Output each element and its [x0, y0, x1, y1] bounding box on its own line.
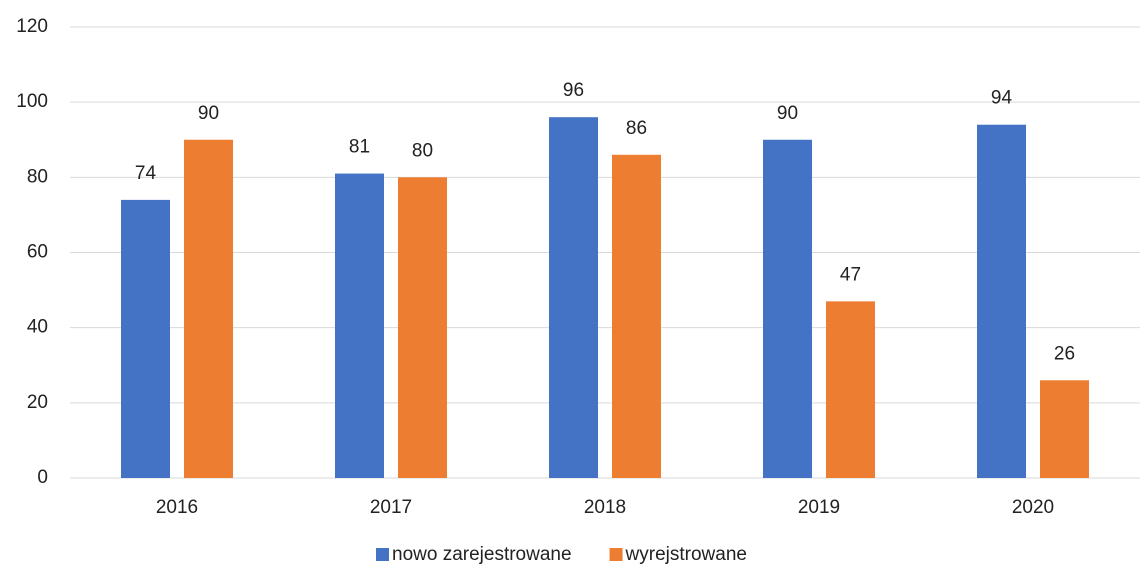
data-label: 94: [991, 88, 1013, 109]
bar: [121, 199, 170, 478]
y-tick-label: 80: [27, 166, 48, 187]
y-tick-label: 20: [27, 392, 48, 413]
legend-label: nowo zarejestrowane: [392, 544, 572, 565]
bar: [398, 177, 447, 479]
data-label: 74: [135, 163, 157, 184]
bar: [612, 154, 661, 479]
data-label: 81: [349, 137, 370, 158]
data-label: 90: [198, 103, 219, 124]
x-tick-label: 2018: [584, 497, 626, 518]
data-label: 26: [1054, 343, 1075, 364]
data-label: 47: [840, 264, 861, 285]
x-tick-label: 2017: [370, 497, 412, 518]
bar: [977, 124, 1026, 478]
data-label: 80: [412, 140, 433, 161]
legend-swatch: [376, 548, 389, 561]
bar: [1040, 380, 1089, 478]
bar: [826, 301, 875, 478]
legend-swatch: [609, 548, 623, 561]
bar: [763, 139, 812, 478]
data-label: 90: [777, 103, 798, 124]
y-tick-label: 60: [27, 242, 48, 263]
y-tick-label: 40: [27, 317, 48, 338]
y-tick-label: 100: [16, 91, 48, 112]
data-label: 96: [563, 80, 584, 101]
bar: [549, 117, 598, 478]
legend-label: wyrejstrowane: [625, 544, 747, 565]
bar: [184, 139, 233, 478]
x-tick-label: 2016: [156, 497, 198, 518]
x-tick-label: 2019: [798, 497, 840, 518]
data-label: 86: [626, 118, 647, 139]
y-tick-label: 0: [37, 467, 48, 488]
y-tick-label: 120: [16, 16, 48, 37]
x-tick-label: 2020: [1012, 497, 1054, 518]
bar: [335, 173, 384, 478]
